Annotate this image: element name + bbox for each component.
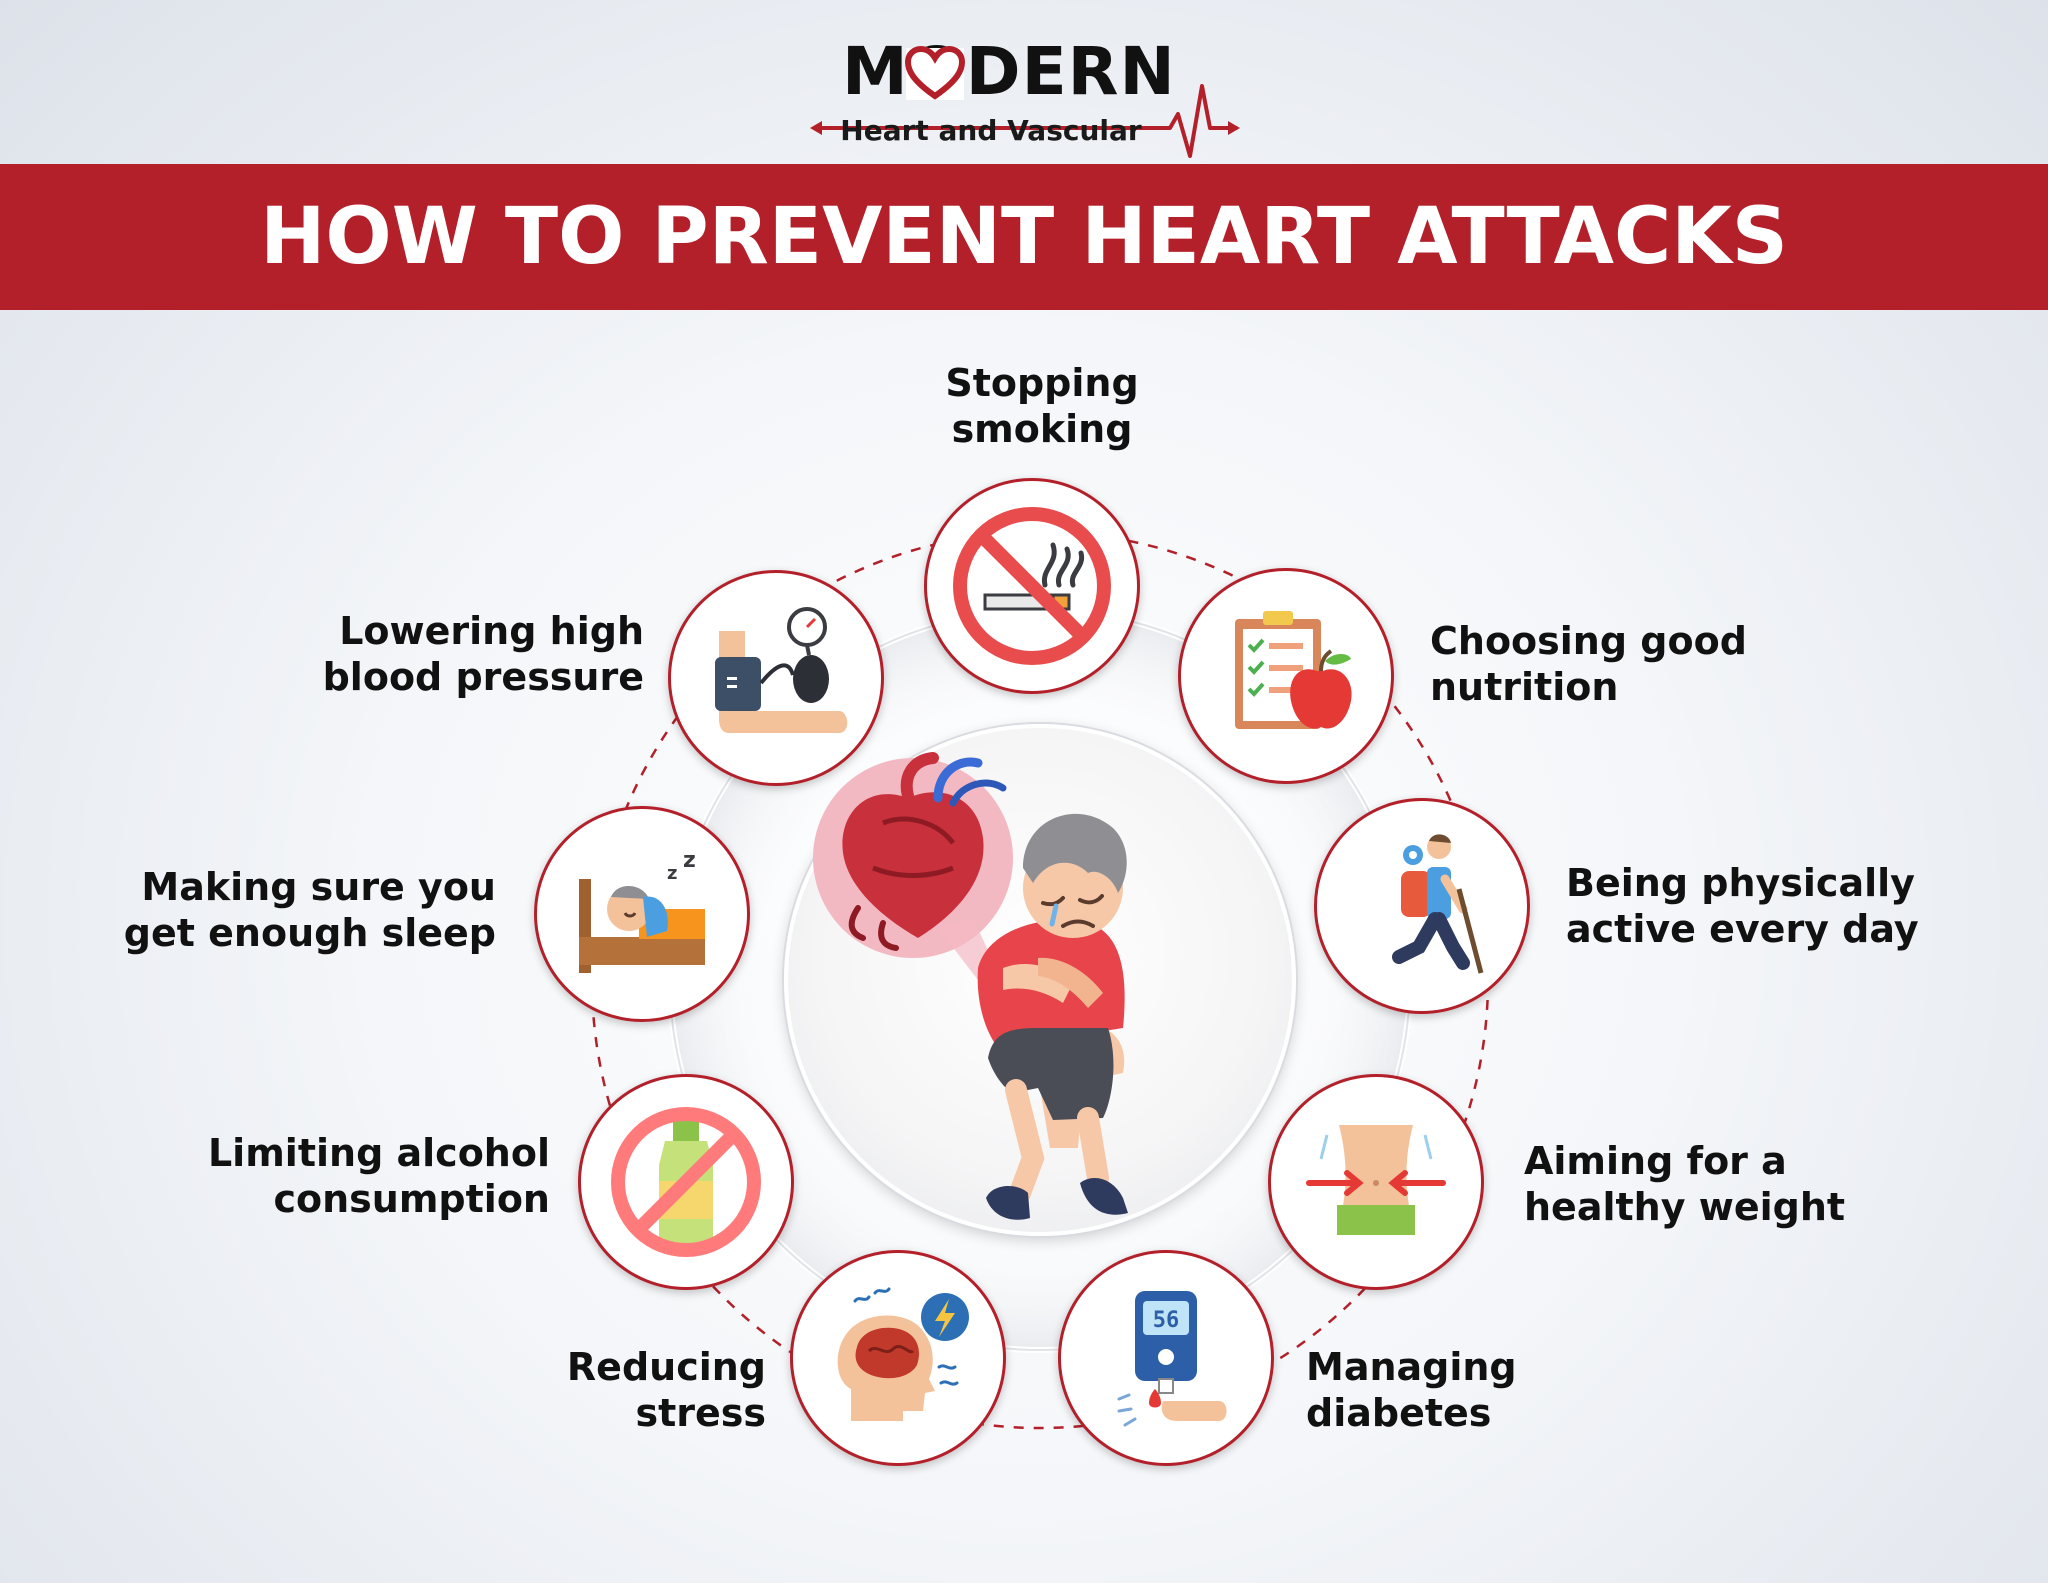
tip-label-good-nutrition: Choosing good nutrition: [1430, 618, 1850, 710]
waist-measure-icon: [1306, 1125, 1446, 1235]
tip-label-line: Managing: [1306, 1345, 1517, 1389]
center-illustration: [784, 724, 1296, 1236]
brand-logo: MODERN Heart and Vascular: [810, 28, 1240, 158]
tip-healthy-weight: [1268, 1074, 1484, 1290]
tip-label-line: consumption: [273, 1177, 550, 1221]
hiker-icon: [1392, 834, 1484, 974]
brand-name-text: MODERN: [842, 33, 1176, 110]
tip-label-line: smoking: [951, 407, 1133, 451]
tip-label-reduce-stress: Reducing stress: [466, 1344, 766, 1436]
svg-text:z: z: [683, 848, 696, 873]
tip-physically-active: [1314, 798, 1530, 1014]
tip-label-line: stress: [635, 1391, 766, 1435]
tip-label-line: Being physically: [1566, 861, 1915, 905]
meter-reading: 56: [1153, 1308, 1180, 1333]
tip-label-line: Making sure you: [141, 865, 496, 909]
glucose-meter-icon: 56: [1117, 1291, 1227, 1427]
sleeping-person-icon: z z: [579, 848, 705, 973]
blood-pressure-cuff-icon: [715, 607, 848, 733]
tip-label-line: get enough sleep: [123, 911, 496, 955]
tip-label-physically-active: Being physically active every day: [1566, 860, 1986, 952]
tip-manage-diabetes: 56: [1058, 1250, 1274, 1466]
tip-label-line: Reducing: [566, 1345, 766, 1389]
tip-label-healthy-weight: Aiming for a healthy weight: [1524, 1138, 1944, 1230]
tip-lower-blood-pressure: [668, 570, 884, 786]
tip-stop-smoking: [924, 478, 1140, 694]
tip-label-line: nutrition: [1430, 665, 1619, 709]
tip-label-line: blood pressure: [322, 655, 644, 699]
tip-label-stop-smoking: Stopping smoking: [852, 360, 1232, 452]
no-alcohol-icon: [611, 1107, 761, 1257]
tip-label-manage-diabetes: Managing diabetes: [1306, 1344, 1606, 1436]
tip-label-line: healthy weight: [1524, 1185, 1846, 1229]
tip-label-lower-blood-pressure: Lowering high blood pressure: [234, 608, 644, 700]
tip-label-line: diabetes: [1306, 1391, 1492, 1435]
heart-attack-man-icon: [813, 752, 1128, 1220]
tip-label-line: Limiting alcohol: [207, 1131, 550, 1175]
tip-label-line: Aiming for a: [1524, 1139, 1787, 1183]
tip-label-enough-sleep: Making sure you get enough sleep: [104, 864, 496, 956]
tip-label-line: Choosing good: [1430, 619, 1747, 663]
pulse-line-icon: [810, 84, 1240, 158]
nutrition-checklist-apple-icon: [1235, 611, 1352, 729]
tip-label-limit-alcohol: Limiting alcohol consumption: [150, 1130, 550, 1222]
tip-enough-sleep: z z: [534, 806, 750, 1022]
tip-label-line: Stopping: [945, 361, 1139, 405]
tip-label-line: Lowering high: [339, 609, 644, 653]
tip-label-line: active every day: [1566, 907, 1919, 951]
page-title: HOW TO PREVENT HEART ATTACKS: [260, 192, 1788, 282]
brand-name: MODERN: [842, 34, 1192, 110]
svg-text:z: z: [667, 863, 677, 884]
no-smoking-icon: [953, 507, 1111, 665]
stressed-head-icon: [837, 1287, 969, 1421]
tip-limit-alcohol: [578, 1074, 794, 1290]
tip-reduce-stress: [790, 1250, 1006, 1466]
tip-good-nutrition: [1178, 568, 1394, 784]
brand-subtitle: Heart and Vascular: [840, 114, 1142, 147]
title-banner: HOW TO PREVENT HEART ATTACKS: [0, 164, 2048, 310]
heart-icon: [904, 46, 966, 100]
